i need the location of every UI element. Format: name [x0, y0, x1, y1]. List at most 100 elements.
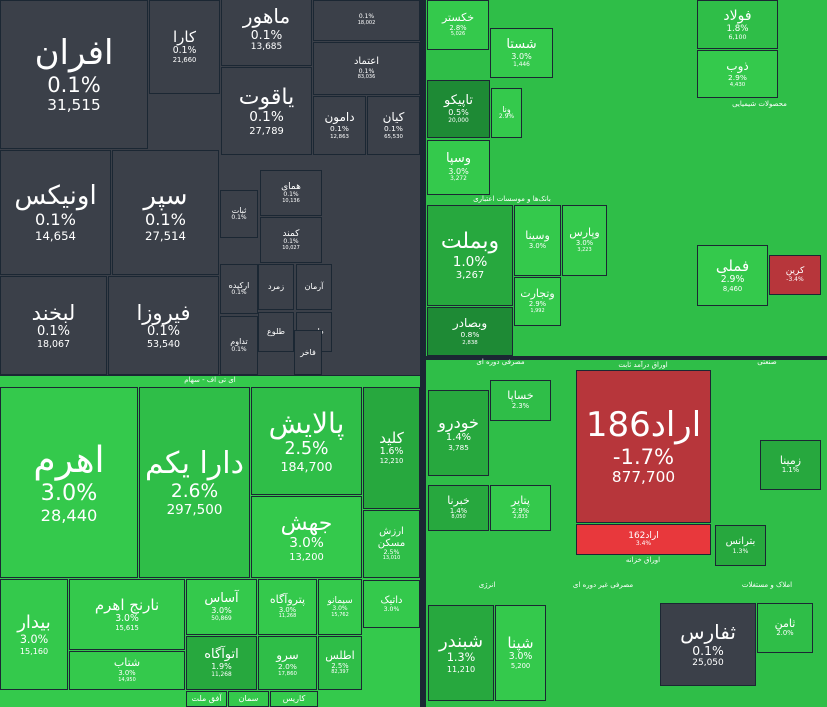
stock-value: 15,160	[19, 645, 49, 656]
stock-symbol: جهش	[280, 510, 333, 536]
stock-tile: اتوآگاه 1.9% 11,268	[186, 636, 257, 690]
section-label: مصرفی غیر دوره ای	[572, 581, 634, 589]
stock-symbol: زمرد	[267, 282, 285, 292]
stock-value: 83,036	[357, 73, 376, 80]
stock-symbol: فاخر	[300, 347, 316, 357]
stock-value: 53,540	[146, 338, 181, 350]
stock-symbol: سیمانو	[327, 595, 353, 606]
stock-symbol: شستا	[506, 36, 537, 52]
stock-value: 11,268	[211, 671, 232, 678]
stock-symbol: ثامن	[774, 616, 796, 630]
stock-value: 3,272	[450, 176, 467, 183]
section-label: اوراق خزانه	[625, 556, 661, 564]
stock-symbol: اهرم	[33, 439, 105, 481]
stock-change: 2.6%	[170, 481, 219, 503]
stock-value: 1,992	[530, 307, 545, 314]
stock-value: 14,654	[35, 228, 76, 243]
stock-change: 0.1%	[231, 289, 247, 297]
stock-symbol: فملی	[715, 256, 750, 275]
stock-change: 3.0%	[211, 606, 232, 616]
stock-tile: خبرنا 1.4% 8,050	[428, 485, 489, 531]
stock-value: 50,869	[211, 615, 232, 622]
stock-change: 0.1%	[384, 124, 403, 134]
stock-tile: سمان	[228, 691, 269, 707]
stock-change: 2.9%	[720, 273, 745, 285]
stock-tile: اراد162 3.4%	[576, 524, 711, 555]
stock-change: 0.1%	[47, 72, 101, 98]
stock-change: 3.0%	[278, 605, 297, 614]
stock-tile: نارنج اهرم 3.0% 15,615	[69, 579, 185, 650]
section-label: مصرفی دوره ای	[476, 358, 525, 366]
stock-value: 13,010	[382, 555, 401, 562]
stock-change: 1.9%	[211, 662, 232, 672]
stock-symbol: سمان	[238, 694, 259, 704]
stock-symbol: اراد162	[628, 530, 659, 541]
section-label: محصولات شیمیایی	[732, 100, 787, 108]
stock-change: 0.1%	[36, 323, 71, 339]
stock-value: 27,789	[249, 125, 284, 137]
stock-value: 21,660	[172, 56, 197, 65]
stock-value: 5,200	[510, 662, 531, 671]
stock-tile: خساپا 2.3%	[490, 380, 551, 421]
stock-tile: ونا 2.9%	[491, 88, 522, 138]
stock-change: 2.5%	[331, 661, 349, 670]
stock-tile: کیان 0.1% 65,530	[367, 96, 420, 155]
stock-symbol: سرو	[276, 647, 299, 662]
stock-value: 82,397	[331, 669, 349, 676]
stock-tile: خودرو 1.4% 3,785	[428, 390, 489, 476]
stock-change: 0.1%	[145, 210, 186, 230]
stock-tile: شبندر 1.3% 11,210	[428, 605, 494, 701]
stock-value: 17,860	[278, 671, 297, 678]
stock-change: 2.9%	[528, 300, 547, 309]
stock-symbol: بترانس	[725, 536, 756, 548]
section-label: ای تی اف - سهام	[184, 376, 236, 384]
stock-change: -3.4%	[786, 275, 804, 283]
stock-tile: سپر 0.1% 27,514	[112, 150, 219, 275]
stock-tile: ثبات 0.1%	[220, 190, 258, 238]
stock-symbol: زمینا	[779, 453, 802, 467]
stock-symbol: ثبات	[231, 205, 247, 215]
stock-change: 2.3%	[511, 401, 530, 410]
stock-symbol: فولاد	[723, 7, 752, 24]
stock-symbol: کاریس	[282, 694, 306, 704]
stock-value: 13,685	[250, 42, 283, 53]
stock-symbol: همای	[281, 181, 301, 192]
stock-tile: وتجارت 2.9% 1,992	[514, 277, 561, 326]
stock-symbol: ارکیده	[228, 280, 250, 290]
stock-tile: آساس 3.0% 50,869	[186, 579, 257, 635]
stock-change: 1.4%	[445, 432, 472, 444]
stock-symbol: تداوم	[230, 337, 248, 347]
stock-change: 3.0%	[289, 535, 324, 552]
stock-change: 0.1%	[250, 27, 283, 43]
stock-value: 3,223	[577, 246, 592, 253]
stock-tile: آفق ملت	[186, 691, 227, 707]
stock-change: 3.0%	[575, 239, 594, 248]
stock-change: 2.0%	[278, 661, 297, 671]
stock-symbol: وسینا	[525, 229, 550, 243]
stock-tile: ماهور 0.1% 13,685	[221, 0, 312, 66]
stock-value: 2,833	[513, 514, 528, 521]
stock-value: 4,430	[729, 82, 746, 89]
stock-symbol: ارزش مسکن	[377, 526, 406, 549]
stock-tile: شتاب 3.0% 14,950	[69, 651, 185, 690]
stock-value: 25,050	[692, 657, 724, 668]
stock-symbol: شبندر	[438, 630, 484, 652]
stock-tile: سرو 2.0% 17,860	[258, 636, 317, 690]
stock-tile: پتایر 2.9% 2,833	[490, 485, 551, 531]
stock-change: 0.1%	[249, 109, 284, 126]
stock-symbol: کارا	[172, 28, 197, 47]
stock-change: 2.0%	[776, 629, 794, 638]
stock-tile: داتیک 3.0%	[363, 580, 420, 628]
stock-tile: کارا 0.1% 21,660	[149, 0, 220, 94]
stock-change: 0.1%	[146, 323, 181, 339]
stock-value: 13,200	[289, 551, 324, 563]
stock-value: 2,838	[462, 339, 478, 346]
stock-value: 8,460	[722, 284, 743, 293]
stock-tile: وبملت 1.0% 3,267	[427, 205, 513, 306]
stock-value: 184,700	[280, 458, 333, 474]
stock-change: 0.1%	[358, 13, 375, 21]
stock-symbol: کمند	[282, 228, 300, 239]
stock-value: 1,446	[513, 61, 530, 68]
stock-change: 0.8%	[460, 330, 480, 340]
